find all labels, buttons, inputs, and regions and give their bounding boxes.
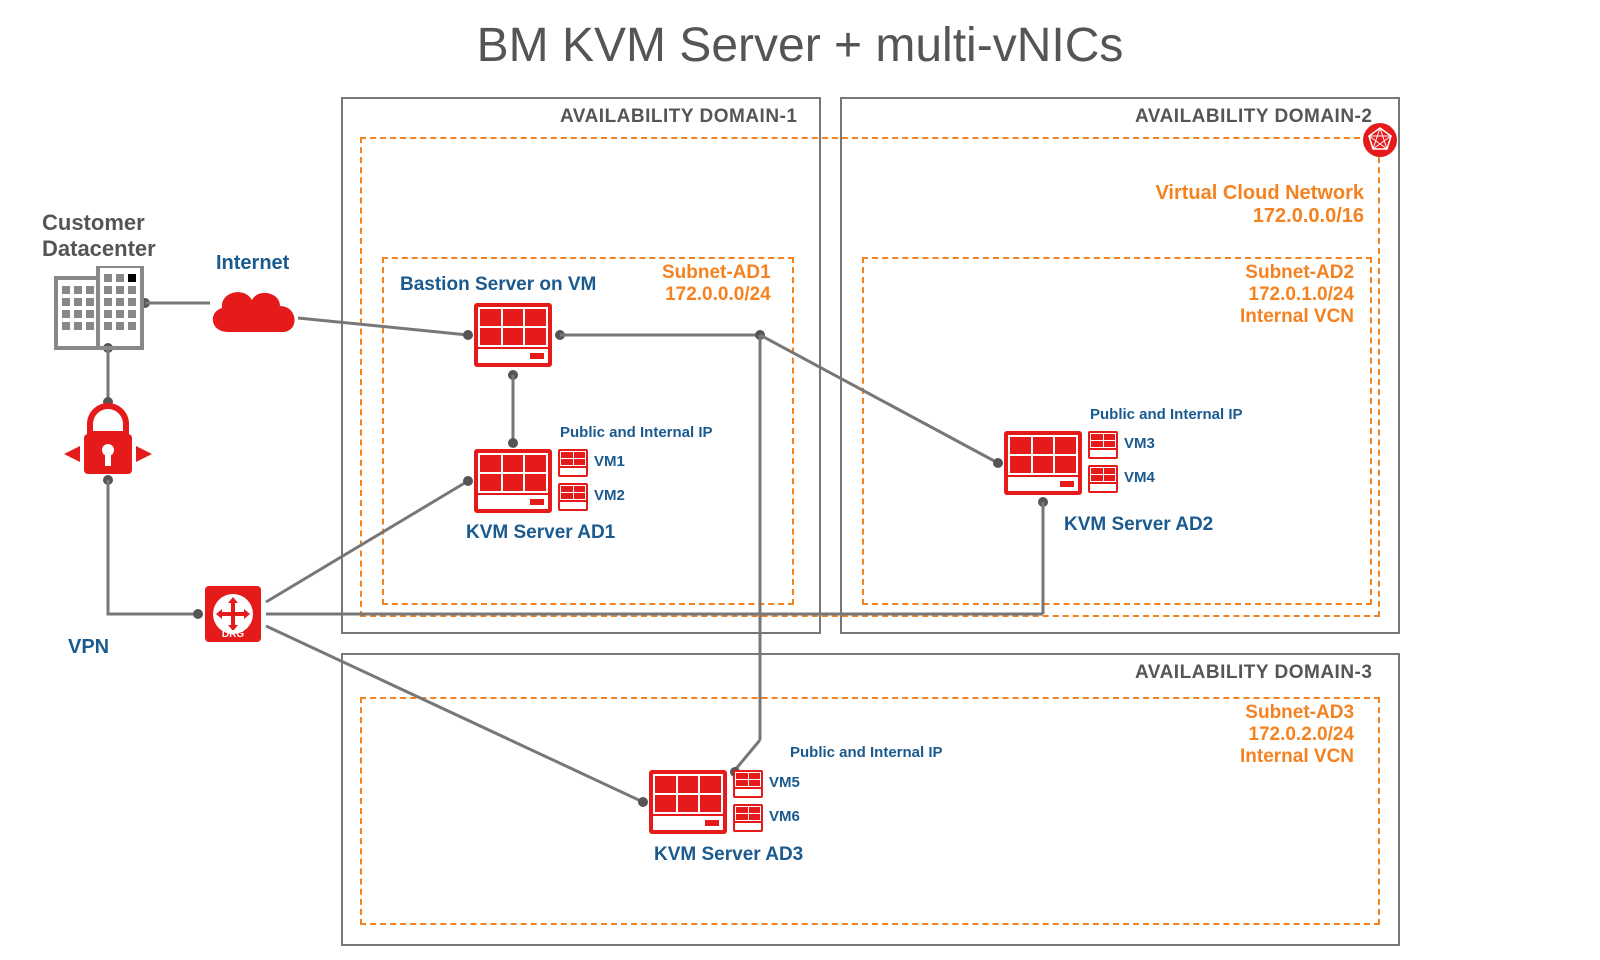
customer-heading: Customer Datacenter <box>42 210 156 263</box>
datacenter-building-icon <box>48 266 148 350</box>
vpn-lock-icon <box>60 400 156 484</box>
bastion-label: Bastion Server on VM <box>400 274 596 296</box>
kvm3-vm6-icon <box>733 804 763 832</box>
ad1-title: AVAILABILITY DOMAIN-1 <box>560 106 797 128</box>
kvm2-vm3-icon <box>1088 431 1118 459</box>
kvm1-vm2-icon <box>558 483 588 511</box>
internet-cloud-icon <box>200 280 310 350</box>
vcn-badge-icon <box>1362 122 1398 158</box>
kvm3-vm5-icon <box>733 770 763 798</box>
kvm3-ip-label: Public and Internal IP <box>790 744 943 761</box>
ad2-title: AVAILABILITY DOMAIN-2 <box>1135 106 1372 128</box>
subnet-ad2-label: Subnet-AD2 172.0.1.0/24 Internal VCN <box>1240 262 1354 328</box>
drg-icon: DRG <box>205 586 261 642</box>
subnet-ad1-label: Subnet-AD1 172.0.0.0/24 <box>662 262 771 306</box>
kvm1-server-icon <box>474 449 552 513</box>
kvm3-server-icon <box>649 770 727 834</box>
ad3-title: AVAILABILITY DOMAIN-3 <box>1135 662 1372 684</box>
kvm3-vm5-label: VM5 <box>769 774 800 791</box>
subnet-ad3-label: Subnet-AD3 172.0.2.0/24 Internal VCN <box>1240 702 1354 768</box>
kvm2-ip-label: Public and Internal IP <box>1090 406 1243 423</box>
kvm3-vm6-label: VM6 <box>769 808 800 825</box>
kvm2-label: KVM Server AD2 <box>1064 514 1213 536</box>
kvm1-label: KVM Server AD1 <box>466 522 615 544</box>
kvm1-ip-label: Public and Internal IP <box>560 424 713 441</box>
vcn-label: Virtual Cloud Network 172.0.0.0/16 <box>1155 182 1364 228</box>
kvm3-label: KVM Server AD3 <box>654 844 803 866</box>
connection-wires <box>0 0 1600 960</box>
kvm2-vm4-icon <box>1088 465 1118 493</box>
bastion-server-icon <box>474 303 552 367</box>
kvm2-vm4-label: VM4 <box>1124 469 1155 486</box>
kvm1-vm1-icon <box>558 449 588 477</box>
vpn-label: VPN <box>68 636 109 659</box>
internet-label: Internet <box>216 252 289 275</box>
kvm1-vm2-label: VM2 <box>594 487 625 504</box>
kvm2-server-icon <box>1004 431 1082 495</box>
kvm2-vm3-label: VM3 <box>1124 435 1155 452</box>
kvm1-vm1-label: VM1 <box>594 453 625 470</box>
